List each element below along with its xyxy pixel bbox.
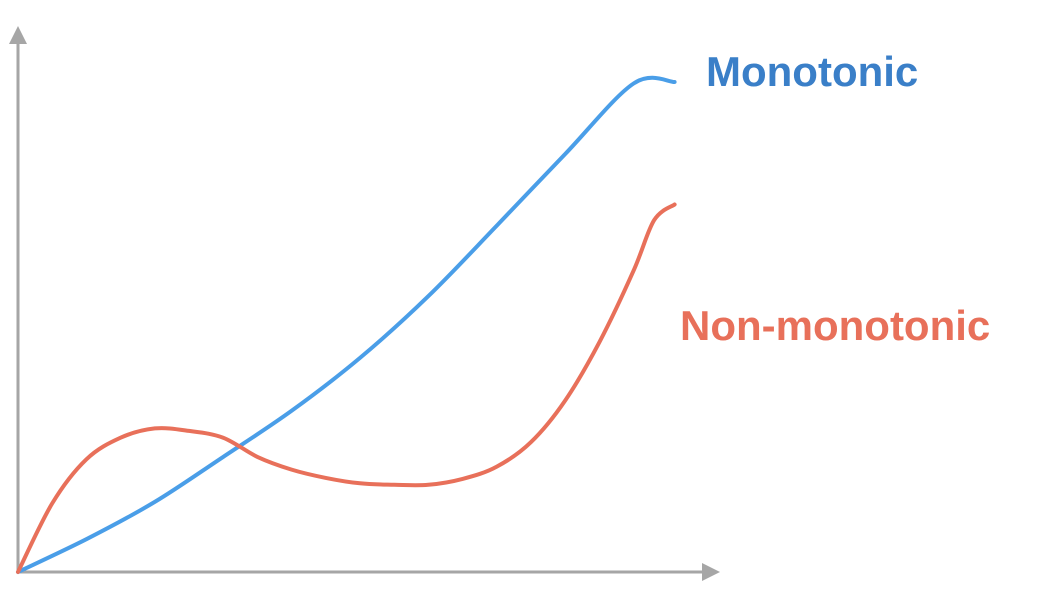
series-layer (16, 75, 677, 574)
series-label-monotonic: Monotonic (706, 48, 918, 95)
series-line-monotonic (16, 75, 677, 574)
legend-labels: Monotonic Non-monotonic (680, 48, 990, 349)
series-label-non-monotonic: Non-monotonic (680, 302, 990, 349)
x-axis-arrow-icon (702, 563, 720, 581)
axes (9, 26, 720, 581)
y-axis-arrow-icon (9, 26, 27, 44)
series-line-non-monotonic (16, 202, 677, 574)
